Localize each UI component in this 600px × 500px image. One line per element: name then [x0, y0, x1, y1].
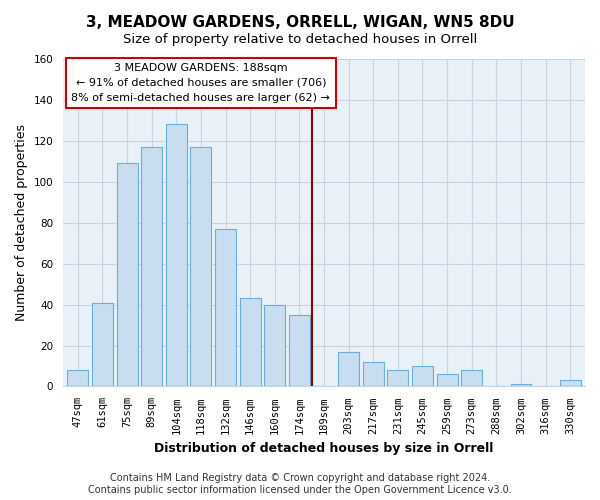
Bar: [412, 366, 433, 386]
Text: Size of property relative to detached houses in Orrell: Size of property relative to detached ho…: [123, 32, 477, 46]
Text: 3, MEADOW GARDENS, ORRELL, WIGAN, WN5 8DU: 3, MEADOW GARDENS, ORRELL, WIGAN, WN5 8D…: [86, 15, 514, 30]
Bar: [239, 298, 260, 386]
Bar: [215, 229, 236, 386]
Bar: [437, 374, 458, 386]
Text: 3 MEADOW GARDENS: 188sqm
← 91% of detached houses are smaller (706)
8% of semi-d: 3 MEADOW GARDENS: 188sqm ← 91% of detach…: [71, 63, 331, 102]
Bar: [388, 370, 409, 386]
Bar: [363, 362, 384, 386]
Bar: [338, 352, 359, 386]
Bar: [511, 384, 532, 386]
Bar: [560, 380, 581, 386]
Bar: [190, 147, 211, 386]
Bar: [116, 164, 137, 386]
Bar: [265, 304, 285, 386]
Bar: [461, 370, 482, 386]
Text: Contains HM Land Registry data © Crown copyright and database right 2024.
Contai: Contains HM Land Registry data © Crown c…: [88, 474, 512, 495]
Bar: [141, 147, 162, 386]
Bar: [166, 124, 187, 386]
Y-axis label: Number of detached properties: Number of detached properties: [15, 124, 28, 321]
Bar: [92, 302, 113, 386]
Bar: [289, 315, 310, 386]
Bar: [67, 370, 88, 386]
X-axis label: Distribution of detached houses by size in Orrell: Distribution of detached houses by size …: [154, 442, 494, 455]
